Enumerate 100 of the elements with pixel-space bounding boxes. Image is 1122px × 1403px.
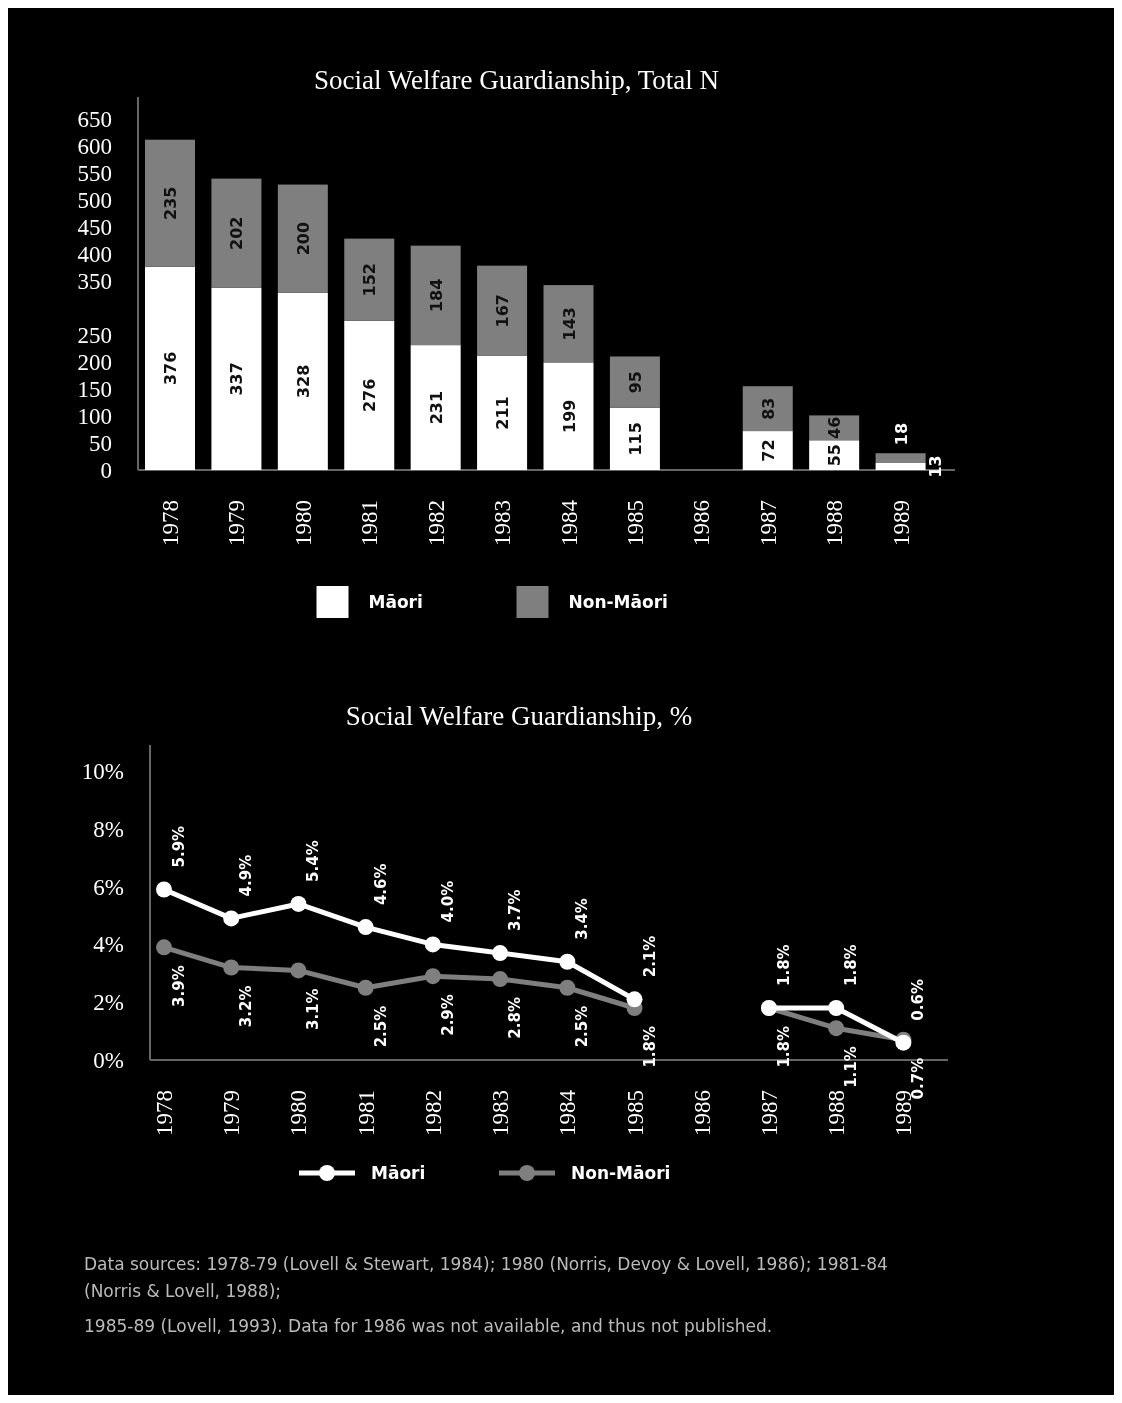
point [223,910,240,927]
data-label: 199 [559,399,579,433]
data-label: 2.9% [438,994,457,1036]
legend-label: Non-Māori [568,591,668,612]
y-tick-label: 150 [77,376,112,402]
data-label: 202 [227,216,247,250]
data-label: 95 [625,371,645,394]
y-tick-label: 550 [77,160,112,186]
point [559,979,576,996]
y-tick-label: 250 [77,322,112,348]
y-tick-label: 6% [93,874,124,900]
bar [211,178,262,288]
data-label: 13 [925,455,945,478]
x-tick-label: 1980 [290,500,316,546]
data-label: 55 [825,444,845,467]
x-tick-label: 1985 [622,500,648,546]
legend-label: Māori [368,591,423,612]
y-tick-label: 600 [77,133,112,159]
y-tick-label: 100 [77,403,112,429]
data-label: 1.8% [842,944,861,986]
point [156,881,172,898]
x-tick-label: 1987 [755,500,781,546]
y-tick-label: 8% [93,816,124,842]
data-label: 5.4% [304,840,323,882]
x-tick-label: 1983 [490,500,516,546]
x-tick-label: 1989 [888,500,914,546]
x-tick-label: 1988 [824,1090,850,1136]
point [223,959,240,976]
point [828,999,845,1016]
data-label: 1.8% [640,1025,659,1068]
y-tick-label: 50 [89,431,112,457]
bar [742,386,793,432]
x-tick-label: 1986 [689,1090,715,1136]
data-label: 167 [493,294,513,328]
bar [543,362,594,470]
bar [410,345,461,470]
data-label: 1.1% [842,1046,861,1088]
y-tick-label: 0 [100,458,112,484]
data-label: 2.8% [506,997,525,1039]
bar [277,292,328,470]
data-label: 4.0% [438,880,457,923]
data-label: 3.7% [506,889,525,932]
data-label: 1.8% [774,1025,793,1068]
data-label: 184 [426,278,446,313]
x-tick-label: 1981 [353,1090,379,1136]
point [357,919,374,936]
data-label: 152 [360,263,380,297]
bar [410,245,461,346]
bar [477,265,528,356]
point [290,895,307,912]
data-label: 115 [625,422,645,456]
x-tick-label: 1978 [158,500,183,546]
data-label: 18 [891,422,911,446]
bar [277,184,328,293]
chart-title: Social Welfare Guardianship, % [345,701,693,732]
data-label: 1.8% [774,944,793,986]
chart-title: Social Welfare Guardianship, Total N [313,65,720,96]
data-label: 231 [426,390,446,425]
data-label: 3.4% [573,898,592,940]
x-tick-label: 1985 [622,1090,648,1136]
data-label: 0.6% [909,979,928,1021]
y-tick-label: 650 [77,106,112,132]
data-label: 72 [758,439,778,462]
point [492,971,509,988]
x-tick-label: 1988 [822,500,848,546]
text: 1985-89 (Lovell, 1993). Data for 1986 was not available, and thus not published. [84,1316,773,1336]
x-tick-label: 1983 [488,1090,514,1136]
legend-label: Māori [371,1162,426,1183]
bar [875,462,926,470]
point [290,962,307,979]
x-tick-label: 1979 [219,1090,245,1136]
data-label: 2.1% [640,935,659,978]
x-tick-label: 1982 [423,500,449,546]
y-tick-label: 200 [77,349,112,375]
data-label: 3.9% [170,965,188,1007]
y-tick-label: 4% [93,932,124,958]
point [424,968,441,985]
y-tick-label: 400 [77,241,112,267]
x-tick-label: 1984 [555,1089,581,1136]
x-tick-label: 1982 [420,1090,446,1136]
data-label: 3.2% [237,985,256,1028]
x-tick-label: 1979 [224,500,250,546]
data-label: 337 [227,362,247,396]
point [156,939,172,956]
y-tick-label: 350 [77,268,112,294]
data-label: 2.5% [573,1005,592,1048]
bar [477,355,528,470]
x-tick-label: 1978 [152,1090,177,1136]
data-label: 46 [825,416,845,439]
bar [211,287,262,470]
y-tick-label: 10% [81,759,124,785]
bar [145,266,195,470]
x-tick-label: 1980 [286,1090,312,1136]
data-label: 5.9% [170,825,188,868]
bar [543,285,594,363]
point [626,991,643,1008]
bar [609,356,660,408]
y-tick-label: 450 [77,214,112,240]
text: Data sources: 1978-79 (Lovell & Stewart, 1984); 1980 (Norris, Devoy & Lovell, 1986); 1981-84 (Norris & Lovell, 1988); [84,1254,888,1301]
point [828,1020,845,1037]
